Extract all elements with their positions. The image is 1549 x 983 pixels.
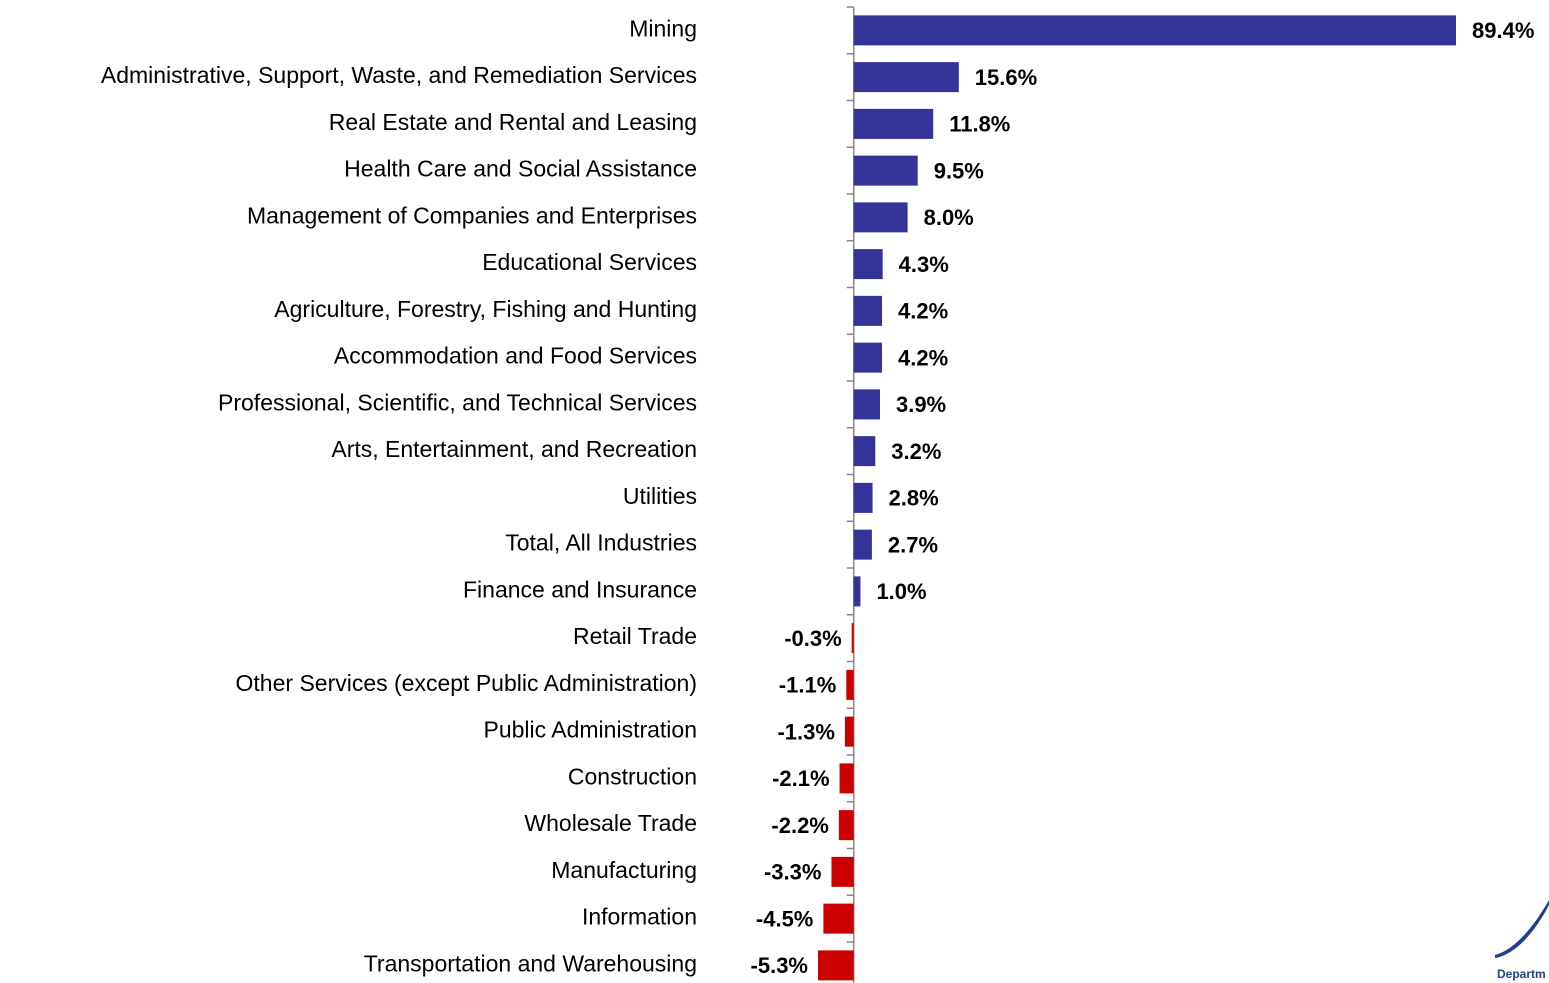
category-label: Agriculture, Forestry, Fishing and Hunti…: [274, 296, 697, 322]
value-label: -5.3%: [751, 953, 808, 978]
bar: [853, 295, 883, 326]
value-label: 3.2%: [891, 439, 941, 464]
category-label: Utilities: [623, 483, 697, 509]
bar: [853, 529, 872, 560]
category-label: Total, All Industries: [505, 530, 697, 556]
bar: [844, 716, 854, 747]
category-label: Health Care and Social Assistance: [344, 156, 697, 182]
value-label: 4.2%: [898, 345, 948, 370]
bar: [839, 763, 854, 794]
bar: [853, 576, 861, 607]
category-label: Finance and Insurance: [463, 576, 697, 602]
category-label: Public Administration: [484, 717, 698, 743]
bar: [853, 482, 873, 513]
value-label: 1.0%: [876, 579, 926, 604]
value-label: 2.8%: [889, 486, 939, 511]
category-label: Manufacturing: [551, 857, 697, 883]
value-label: -2.1%: [772, 766, 829, 791]
value-label: 9.5%: [934, 158, 984, 183]
logo-text: Departm: [1497, 967, 1546, 981]
value-label: -2.2%: [771, 813, 828, 838]
bar: [823, 903, 854, 934]
value-label: 2.7%: [888, 532, 938, 557]
category-label: Administrative, Support, Waste, and Reme…: [101, 62, 697, 88]
bar: [853, 389, 880, 420]
category-label: Arts, Entertainment, and Recreation: [331, 436, 697, 462]
bar: [818, 950, 854, 981]
category-label: Educational Services: [482, 249, 697, 275]
bar: [853, 436, 876, 467]
category-label: Real Estate and Rental and Leasing: [329, 109, 697, 135]
value-label: 8.0%: [924, 205, 974, 230]
value-label: 11.8%: [949, 112, 1010, 137]
bar: [846, 669, 854, 700]
value-label: -3.3%: [764, 860, 821, 885]
bar: [853, 202, 908, 233]
bar: [853, 155, 918, 186]
category-label: Retail Trade: [573, 623, 697, 649]
category-label: Mining: [629, 15, 697, 41]
value-label: 4.2%: [898, 299, 948, 324]
bar: [853, 15, 1456, 46]
category-label: Transportation and Warehousing: [364, 950, 697, 976]
bar: [853, 249, 883, 280]
bar: [853, 62, 959, 93]
category-label: Other Services (except Public Administra…: [236, 670, 697, 696]
value-label: 15.6%: [975, 65, 1037, 90]
category-label: Accommodation and Food Services: [334, 343, 697, 369]
bar: [853, 108, 934, 139]
bar: [831, 856, 854, 887]
value-label: -1.1%: [779, 673, 836, 698]
value-label: -4.5%: [756, 906, 813, 931]
bar: [853, 342, 883, 373]
bar: [838, 810, 854, 841]
value-label: -0.3%: [784, 626, 841, 651]
category-label: Information: [582, 904, 697, 930]
logo-swoosh: [1495, 900, 1549, 958]
bar: [851, 623, 854, 654]
category-label: Professional, Scientific, and Technical …: [218, 389, 697, 415]
value-label: -1.3%: [777, 719, 834, 744]
category-label: Management of Companies and Enterprises: [247, 202, 697, 228]
value-label: 4.3%: [899, 252, 949, 277]
category-label: Construction: [568, 763, 697, 789]
category-label: Wholesale Trade: [524, 810, 697, 836]
value-label: 3.9%: [896, 392, 946, 417]
value-label: 89.4%: [1472, 18, 1534, 43]
